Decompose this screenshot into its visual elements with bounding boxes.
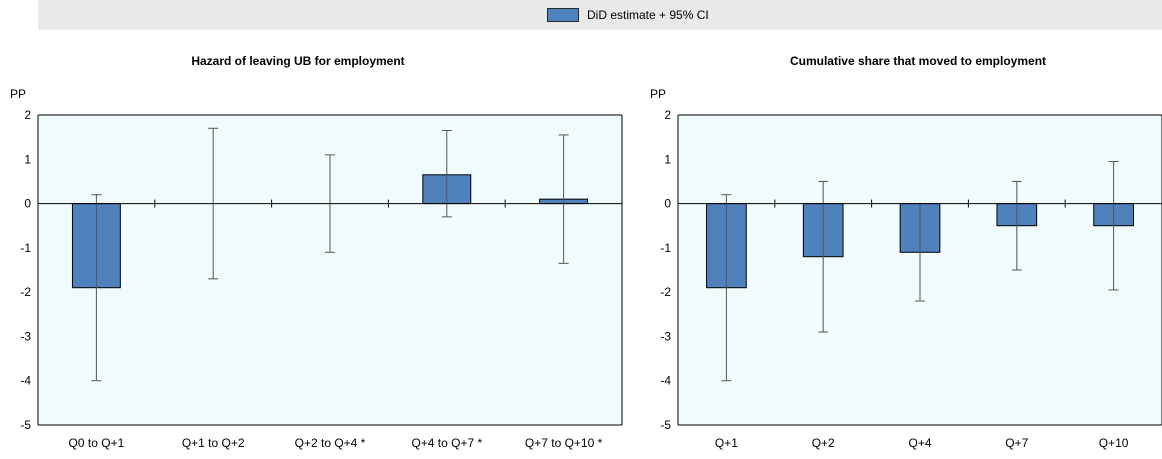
x-tick-label: Q+4 to Q+7 * [411,436,482,450]
y-tick-label: -5 [660,418,671,432]
legend-label: DiD estimate + 95% CI [587,8,709,22]
y-tick-label: -4 [20,374,31,388]
y-tick-label: 1 [664,152,671,166]
legend-bar: DiD estimate + 95% CI [38,0,1162,30]
y-tick-label: -2 [660,285,671,299]
y-tick-label: -1 [20,241,31,255]
x-tick-label: Q+7 to Q+10 * [525,436,603,450]
y-axis-label: PP [10,87,26,101]
legend-swatch [547,8,579,22]
y-tick-label: -5 [20,418,31,432]
y-tick-label: -3 [660,329,671,343]
y-tick-label: 2 [664,108,671,122]
y-axis-label: PP [650,87,666,101]
y-tick-label: -2 [20,285,31,299]
x-tick-label: Q+2 [812,436,835,450]
y-tick-label: -1 [660,241,671,255]
y-tick-label: -4 [660,374,671,388]
x-tick-label: Q+10 [1099,436,1129,450]
y-tick-label: 0 [24,197,31,211]
legend-item: DiD estimate + 95% CI [547,8,709,22]
chart-title: Cumulative share that moved to employmen… [790,54,1046,68]
x-tick-label: Q0 to Q+1 [69,436,125,450]
y-tick-label: 0 [664,197,671,211]
x-tick-label: Q+1 to Q+2 [182,436,245,450]
x-tick-label: Q+1 [715,436,738,450]
y-tick-label: -3 [20,329,31,343]
x-tick-label: Q+2 to Q+4 * [295,436,366,450]
x-tick-label: Q+4 [908,436,931,450]
chart-title: Hazard of leaving UB for employment [191,54,404,68]
y-tick-label: 2 [24,108,31,122]
y-tick-label: 1 [24,152,31,166]
x-tick-label: Q+7 [1005,436,1028,450]
